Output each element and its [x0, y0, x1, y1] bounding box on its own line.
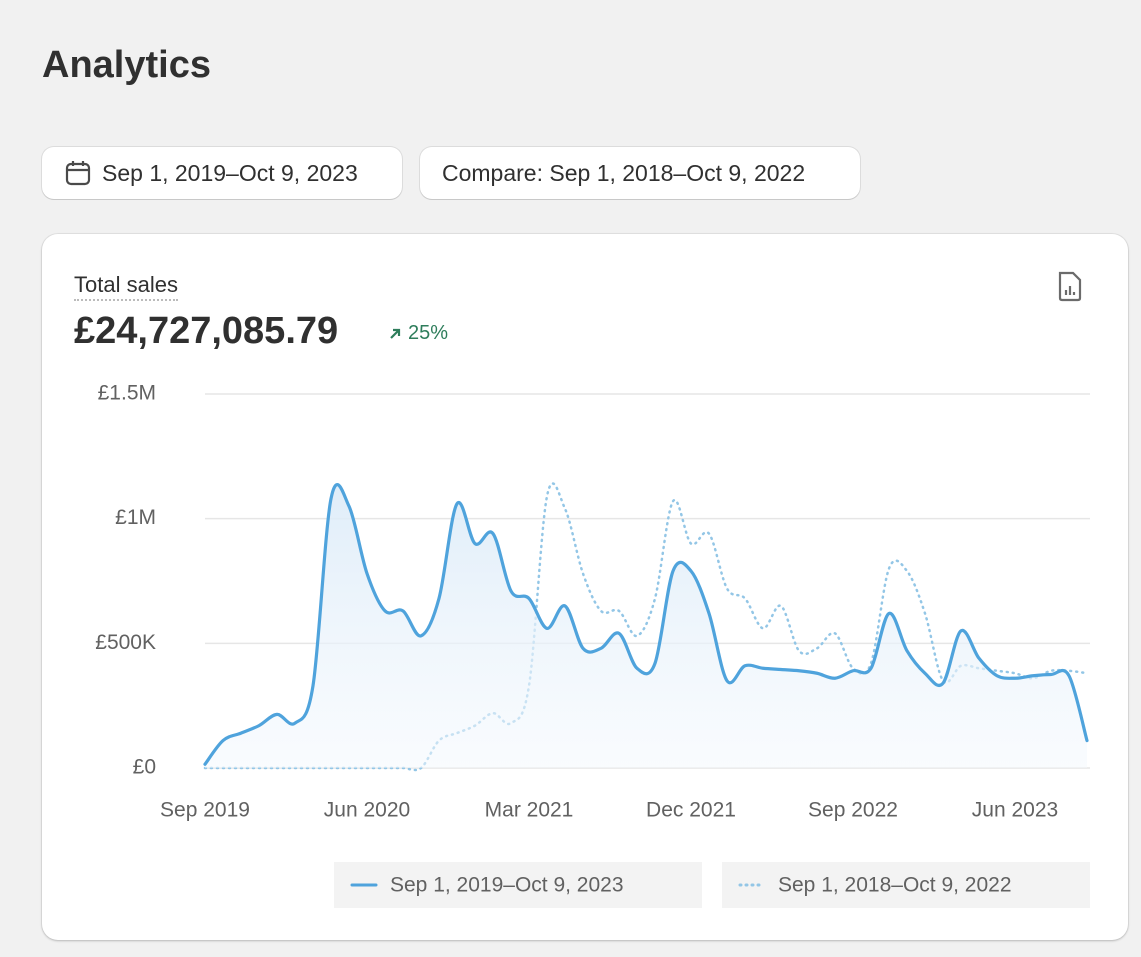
legend-box	[722, 862, 1090, 908]
metric-label: Total sales	[74, 272, 178, 301]
compare-text: Compare: Sep 1, 2018–Oct 9, 2022	[442, 159, 806, 186]
date-range-text: Sep 1, 2019–Oct 9, 2023	[102, 159, 358, 186]
legend-label: Sep 1, 2019–Oct 9, 2023	[390, 874, 624, 897]
x-tick-label: Jun 2020	[324, 799, 410, 822]
metric-value: £24,727,085.79	[74, 310, 339, 352]
calendar-icon	[65, 161, 91, 186]
x-tick-label: Jun 2023	[972, 799, 1058, 822]
compare-button[interactable]: Compare: Sep 1, 2018–Oct 9, 2022	[420, 147, 860, 199]
legend-label: Sep 1, 2018–Oct 9, 2022	[778, 874, 1012, 897]
line	[203, 482, 1089, 766]
sales-card	[42, 234, 1128, 940]
change-indicator: 25%	[388, 322, 448, 345]
y-tick-label: £0	[133, 756, 156, 779]
x-tick-label: Mar 2021	[485, 799, 574, 822]
y-tick-label: £1.5M	[98, 382, 156, 405]
change-value: 25%	[408, 322, 449, 344]
area	[205, 484, 1087, 768]
y-tick-label: £500K	[95, 631, 156, 654]
x-tick-label: Dec 2021	[646, 799, 736, 822]
arrow-icon	[390, 328, 401, 339]
report-icon[interactable]	[1056, 270, 1084, 302]
y-tick-label: £1M	[115, 506, 156, 529]
x-tick-label: Sep 2019	[160, 799, 250, 822]
page-title: Analytics	[42, 44, 211, 86]
x-tick-label: Sep 2022	[808, 799, 898, 822]
legend-box	[334, 862, 702, 908]
date-range-button[interactable]: Sep 1, 2019–Oct 9, 2023	[42, 147, 402, 199]
